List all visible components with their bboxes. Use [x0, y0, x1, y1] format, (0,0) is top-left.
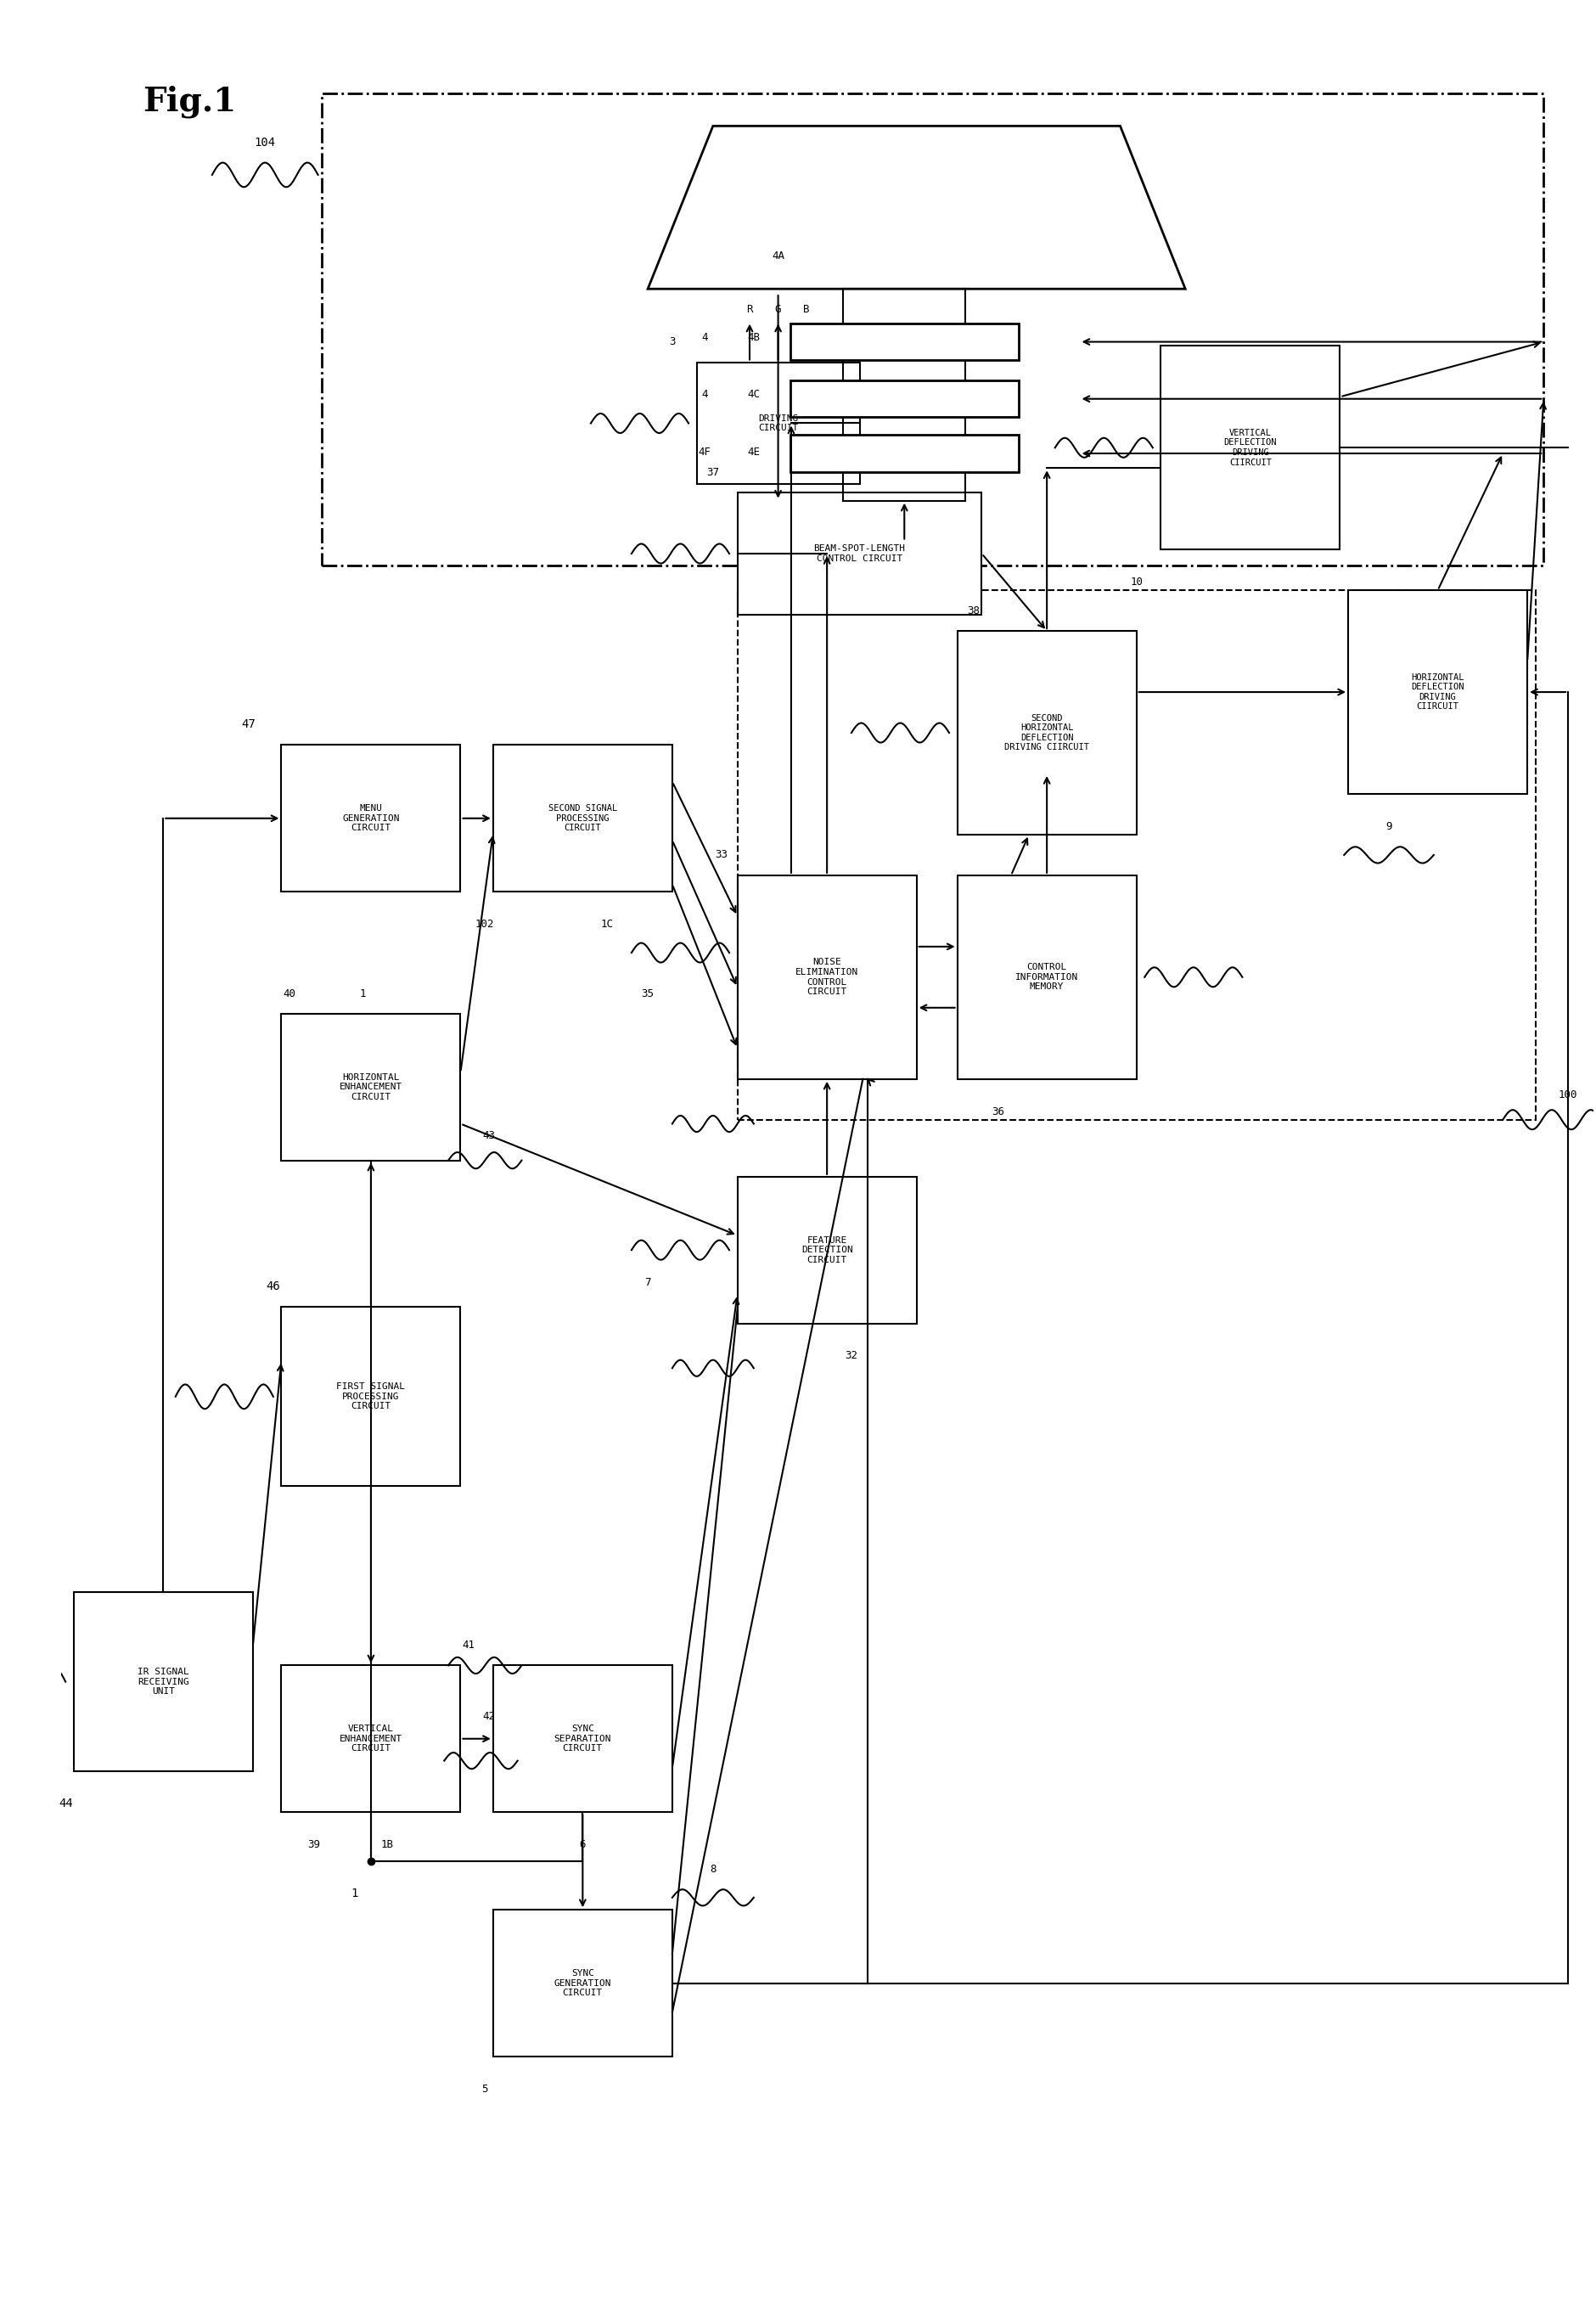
- Text: DRIVING
CIRCUIT: DRIVING CIRCUIT: [758, 413, 798, 431]
- Bar: [790, 323, 1018, 360]
- Bar: [956, 632, 1136, 835]
- Bar: [790, 381, 1018, 418]
- Bar: [737, 591, 1535, 1119]
- Text: HORIZONTAL
DEFLECTION
DRIVING
CIIRCUIT: HORIZONTAL DEFLECTION DRIVING CIIRCUIT: [1411, 674, 1464, 711]
- Text: 37: 37: [707, 466, 718, 478]
- Text: G: G: [774, 305, 780, 314]
- Text: 38: 38: [967, 604, 980, 616]
- Bar: [281, 1013, 460, 1160]
- Text: 35: 35: [642, 987, 654, 999]
- Text: SYNC
GENERATION
CIRCUIT: SYNC GENERATION CIRCUIT: [554, 1968, 611, 1998]
- Text: 102: 102: [476, 918, 495, 930]
- Text: 4: 4: [701, 332, 707, 344]
- Bar: [956, 874, 1136, 1080]
- Text: 9: 9: [1385, 821, 1392, 833]
- Text: NOISE
ELIMINATION
CONTROL
CIRCUIT: NOISE ELIMINATION CONTROL CIRCUIT: [795, 957, 859, 997]
- Text: SECOND
HORIZONTAL
DEFLECTION
DRIVING CIIRCUIT: SECOND HORIZONTAL DEFLECTION DRIVING CII…: [1004, 713, 1088, 752]
- Text: FIRST SIGNAL
PROCESSING
CIRCUIT: FIRST SIGNAL PROCESSING CIRCUIT: [337, 1382, 405, 1412]
- Text: IR SIGNAL
RECEIVING
UNIT: IR SIGNAL RECEIVING UNIT: [137, 1668, 188, 1696]
- Text: VERTICAL
ENHANCEMENT
CIRCUIT: VERTICAL ENHANCEMENT CIRCUIT: [340, 1726, 402, 1753]
- Text: CONTROL
INFORMATION
MEMORY: CONTROL INFORMATION MEMORY: [1015, 962, 1077, 992]
- Bar: [73, 1592, 252, 1772]
- Text: SYNC
SEPARATION
CIRCUIT: SYNC SEPARATION CIRCUIT: [554, 1726, 611, 1753]
- Bar: [737, 491, 982, 614]
- Bar: [737, 1177, 916, 1324]
- Text: 5: 5: [482, 2083, 488, 2095]
- Bar: [790, 436, 1018, 471]
- Text: 3: 3: [669, 337, 675, 348]
- Bar: [493, 1666, 672, 1811]
- Bar: [281, 1308, 460, 1486]
- Text: 47: 47: [241, 720, 255, 731]
- Text: 36: 36: [991, 1105, 1004, 1117]
- Text: 41: 41: [463, 1640, 474, 1650]
- Text: 1B: 1B: [381, 1839, 393, 1850]
- Text: BEAM-SPOT-LENGTH
CONTROL CIRCUIT: BEAM-SPOT-LENGTH CONTROL CIRCUIT: [814, 544, 905, 563]
- Text: 4A: 4A: [771, 251, 784, 261]
- Text: 42: 42: [482, 1712, 495, 1723]
- Bar: [281, 1666, 460, 1811]
- Text: MENU
GENERATION
CIRCUIT: MENU GENERATION CIRCUIT: [342, 805, 399, 833]
- Bar: [493, 745, 672, 891]
- Text: 1: 1: [359, 987, 365, 999]
- Text: 1: 1: [351, 1887, 358, 1899]
- Text: 32: 32: [844, 1350, 857, 1361]
- Text: 40: 40: [282, 987, 295, 999]
- Text: R: R: [745, 305, 752, 314]
- Bar: [281, 745, 460, 891]
- Text: 10: 10: [1130, 577, 1143, 588]
- Text: 4C: 4C: [747, 390, 760, 401]
- Text: 4B: 4B: [747, 332, 760, 344]
- Text: HORIZONTAL
ENHANCEMENT
CIRCUIT: HORIZONTAL ENHANCEMENT CIRCUIT: [340, 1073, 402, 1100]
- Text: 43: 43: [482, 1130, 495, 1142]
- Text: FEATURE
DETECTION
CIRCUIT: FEATURE DETECTION CIRCUIT: [801, 1237, 852, 1264]
- Text: VERTICAL
DEFLECTION
DRIVING
CIIRCUIT: VERTICAL DEFLECTION DRIVING CIIRCUIT: [1223, 429, 1277, 466]
- Bar: [1160, 346, 1339, 549]
- Bar: [696, 362, 859, 484]
- Text: 4: 4: [701, 390, 707, 401]
- Text: 6: 6: [579, 1839, 586, 1850]
- Bar: [493, 1910, 672, 2056]
- Text: Fig.1: Fig.1: [142, 85, 236, 118]
- Text: 104: 104: [254, 136, 276, 148]
- Text: 46: 46: [267, 1280, 281, 1292]
- Text: B: B: [803, 305, 809, 314]
- Text: 4F: 4F: [697, 445, 710, 457]
- Text: 1C: 1C: [600, 918, 613, 930]
- Text: 44: 44: [59, 1797, 73, 1811]
- Text: 8: 8: [709, 1864, 715, 1876]
- Text: 39: 39: [308, 1839, 321, 1850]
- Text: SECOND SIGNAL
PROCESSING
CIRCUIT: SECOND SIGNAL PROCESSING CIRCUIT: [547, 805, 616, 833]
- Text: 7: 7: [645, 1278, 651, 1287]
- Bar: [1347, 591, 1526, 794]
- Text: 100: 100: [1558, 1089, 1577, 1100]
- Text: 4E: 4E: [747, 445, 760, 457]
- Bar: [737, 874, 916, 1080]
- Bar: [322, 92, 1543, 565]
- Text: 33: 33: [715, 849, 728, 861]
